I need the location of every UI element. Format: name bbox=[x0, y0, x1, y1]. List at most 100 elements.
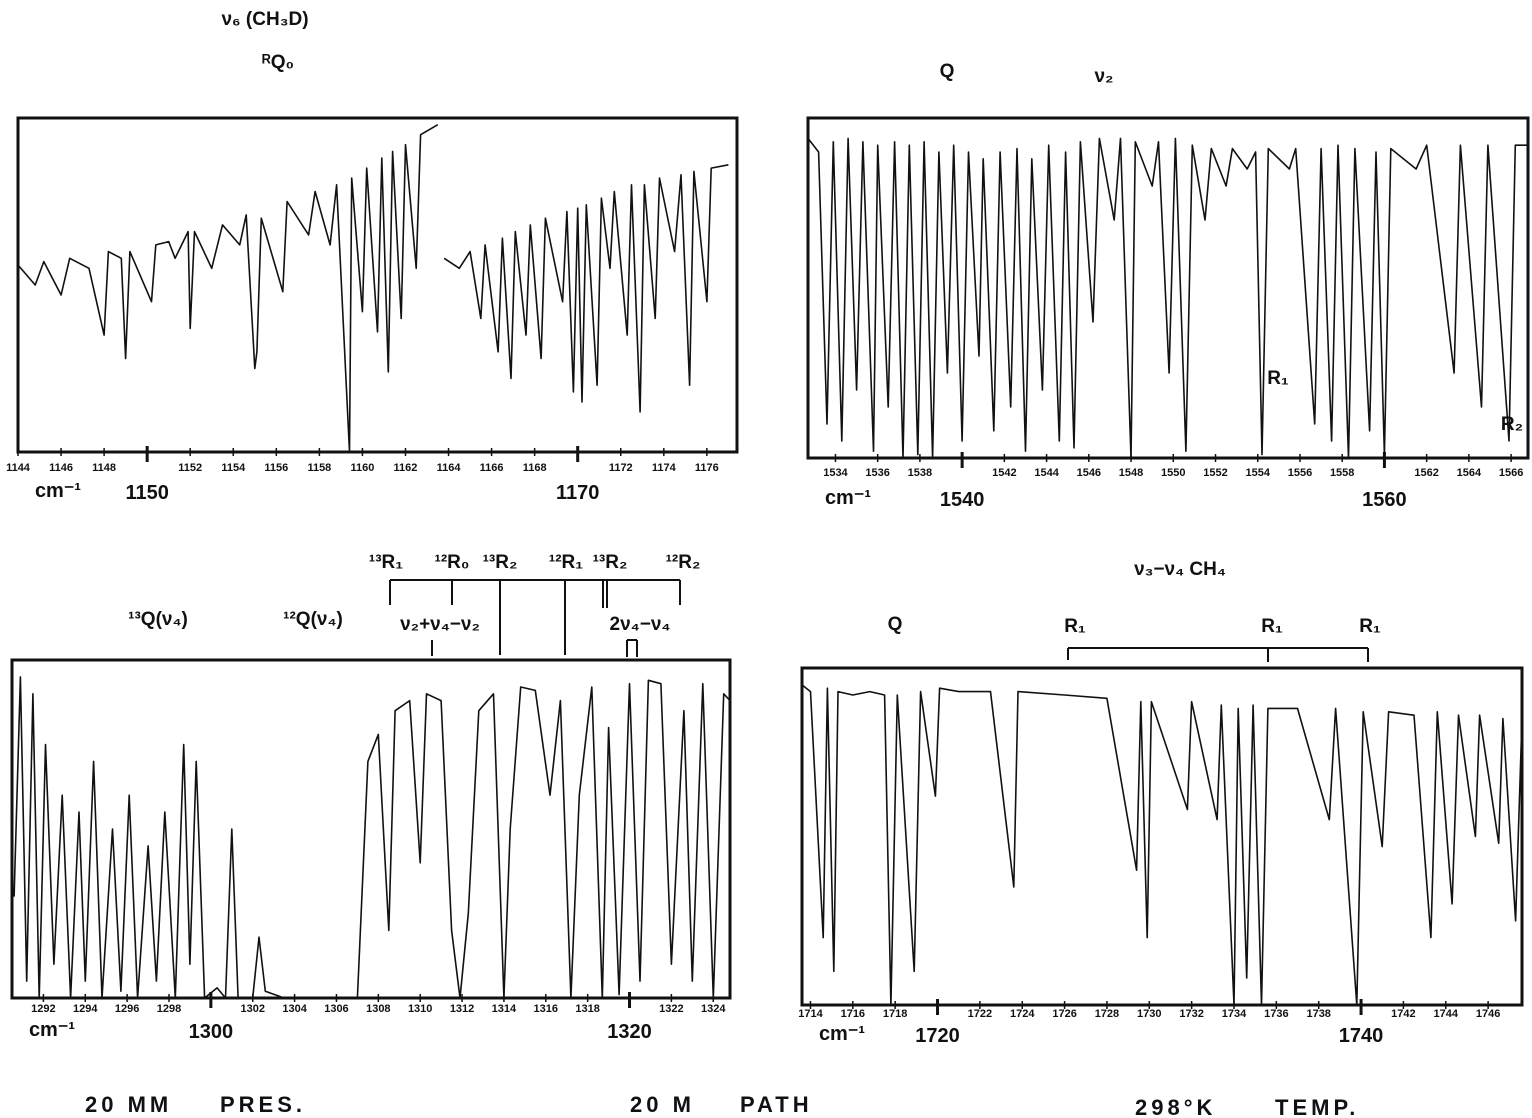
x-tick-label: 1542 bbox=[992, 467, 1016, 479]
x-tick-label: 1534 bbox=[823, 467, 848, 479]
x-tick-label: 1292 bbox=[31, 1003, 55, 1015]
x-tick-label: 1154 bbox=[221, 462, 246, 474]
annotation: ¹³R₁ bbox=[369, 552, 403, 573]
x-tick-label: 1556 bbox=[1288, 467, 1312, 479]
x-tick-label: 1558 bbox=[1330, 467, 1354, 479]
x-tick-label: 1714 bbox=[798, 1008, 823, 1020]
spectrum-trace bbox=[807, 137, 1528, 459]
x-tick-label: 1744 bbox=[1434, 1008, 1459, 1020]
plot-frame bbox=[806, 116, 1530, 460]
x-tick-label: 1172 bbox=[609, 462, 633, 474]
x-tick-label: 1160 bbox=[350, 462, 374, 474]
x-tick-label: 1718 bbox=[883, 1008, 907, 1020]
x-tick-label: 1724 bbox=[1010, 1008, 1035, 1020]
x-tick-label: 1156 bbox=[264, 462, 288, 474]
x-tick-label: 1736 bbox=[1264, 1008, 1288, 1020]
annotation: R₁ bbox=[1359, 616, 1381, 637]
x-tick-label: 1746 bbox=[1476, 1008, 1500, 1020]
annotation: ¹³R₂ bbox=[483, 552, 518, 573]
x-tick-label: 1152 bbox=[178, 462, 202, 474]
x-tick-label: 1314 bbox=[492, 1003, 517, 1015]
brackets bbox=[389, 579, 1369, 662]
footer-label: PATH bbox=[740, 1092, 813, 1117]
annotation: ¹³R₂ bbox=[593, 552, 628, 573]
x-tick-label: 1162 bbox=[394, 462, 418, 474]
x-tick-label: 1742 bbox=[1391, 1008, 1415, 1020]
annotation: ν₂+ν₄−ν₂ bbox=[400, 614, 480, 635]
spectrum-trace bbox=[13, 676, 731, 999]
x-tick-label: 1302 bbox=[240, 1003, 264, 1015]
x-tick-label: 1304 bbox=[282, 1003, 307, 1015]
bracket-p3 bbox=[389, 579, 681, 657]
annotation: 2ν₄−ν₄ bbox=[610, 614, 671, 635]
x-tick-label: 1158 bbox=[307, 462, 331, 474]
x-tick-label: 1554 bbox=[1245, 467, 1270, 479]
x-tick-label: 1726 bbox=[1052, 1008, 1076, 1020]
annotation: R₁ bbox=[1261, 616, 1283, 637]
x-tick-label: 1168 bbox=[523, 462, 547, 474]
plot-frame bbox=[800, 666, 1524, 1007]
major-tick-label: 1540 bbox=[940, 489, 985, 511]
x-tick-label: 1306 bbox=[324, 1003, 348, 1015]
x-tick-label: 1728 bbox=[1095, 1008, 1119, 1020]
major-tick-label: 1560 bbox=[1362, 489, 1407, 511]
annotation: ν₂ bbox=[1094, 66, 1113, 87]
x-tick-label: 1176 bbox=[695, 462, 719, 474]
major-tick-label: 1720 bbox=[915, 1025, 960, 1047]
annotation: ν₃−ν₄ CH₄ bbox=[1134, 559, 1226, 580]
x-tick-label: 1322 bbox=[659, 1003, 683, 1015]
x-tick-label: 1550 bbox=[1161, 467, 1185, 479]
x-tick-label: 1146 bbox=[49, 462, 73, 474]
annotation: R₂ bbox=[1501, 414, 1523, 435]
x-tick-label: 1732 bbox=[1179, 1008, 1203, 1020]
x-tick-label: 1312 bbox=[450, 1003, 474, 1015]
x-axis-unit: cm⁻¹ bbox=[819, 1023, 865, 1045]
x-tick-label: 1310 bbox=[408, 1003, 432, 1015]
major-tick-label: 1320 bbox=[607, 1021, 652, 1043]
x-tick-label: 1716 bbox=[841, 1008, 865, 1020]
footer-label: 20 MM bbox=[85, 1092, 172, 1117]
major-tick-label: 1300 bbox=[189, 1021, 234, 1043]
x-tick-label: 1538 bbox=[908, 467, 932, 479]
annotation: ¹²R₂ bbox=[666, 552, 701, 573]
major-tick-label: 1170 bbox=[556, 482, 599, 504]
x-tick-label: 1148 bbox=[92, 462, 116, 474]
annotation: R₁ bbox=[1064, 616, 1086, 637]
x-axis-unit: cm⁻¹ bbox=[825, 487, 871, 509]
x-tick-label: 1318 bbox=[575, 1003, 599, 1015]
x-tick-label: 1722 bbox=[968, 1008, 992, 1020]
x-tick-label: 1308 bbox=[366, 1003, 390, 1015]
annotation: ν₆ (CH₃D) bbox=[221, 9, 308, 30]
x-tick-label: 1738 bbox=[1306, 1008, 1330, 1020]
x-tick-label: 1144 bbox=[6, 462, 31, 474]
annotation: ¹²R₀ bbox=[435, 552, 470, 573]
x-tick-label: 1546 bbox=[1077, 467, 1101, 479]
x-tick-label: 1174 bbox=[652, 462, 677, 474]
x-tick-label: 1730 bbox=[1137, 1008, 1161, 1020]
footer-label: PRES. bbox=[220, 1092, 306, 1117]
annotation: ¹³Q(ν₄) bbox=[128, 609, 188, 630]
x-tick-label: 1564 bbox=[1457, 467, 1482, 479]
annotation: ¹²R₁ bbox=[549, 552, 583, 573]
footer-label: TEMP. bbox=[1275, 1095, 1359, 1118]
x-tick-label: 1298 bbox=[157, 1003, 181, 1015]
plot-frame bbox=[16, 116, 739, 454]
annotation: ¹²Q(ν₄) bbox=[283, 609, 343, 630]
major-tick-label: 1150 bbox=[125, 482, 168, 504]
x-tick-label: 1316 bbox=[534, 1003, 558, 1015]
x-tick-label: 1536 bbox=[865, 467, 889, 479]
x-tick-label: 1166 bbox=[480, 462, 504, 474]
x-axis-unit: cm⁻¹ bbox=[29, 1019, 75, 1041]
x-tick-label: 1324 bbox=[701, 1003, 726, 1015]
plot-frame bbox=[10, 658, 732, 1000]
footer-label: 20 M bbox=[630, 1092, 695, 1117]
x-tick-label: 1294 bbox=[73, 1003, 98, 1015]
x-tick-label: 1734 bbox=[1222, 1008, 1247, 1020]
x-tick-label: 1544 bbox=[1034, 467, 1059, 479]
x-axis-unit: cm⁻¹ bbox=[35, 480, 81, 502]
x-tick-label: 1548 bbox=[1119, 467, 1143, 479]
x-tick-label: 1296 bbox=[115, 1003, 139, 1015]
x-tick-label: 1552 bbox=[1203, 467, 1227, 479]
x-tick-label: 1562 bbox=[1414, 467, 1438, 479]
